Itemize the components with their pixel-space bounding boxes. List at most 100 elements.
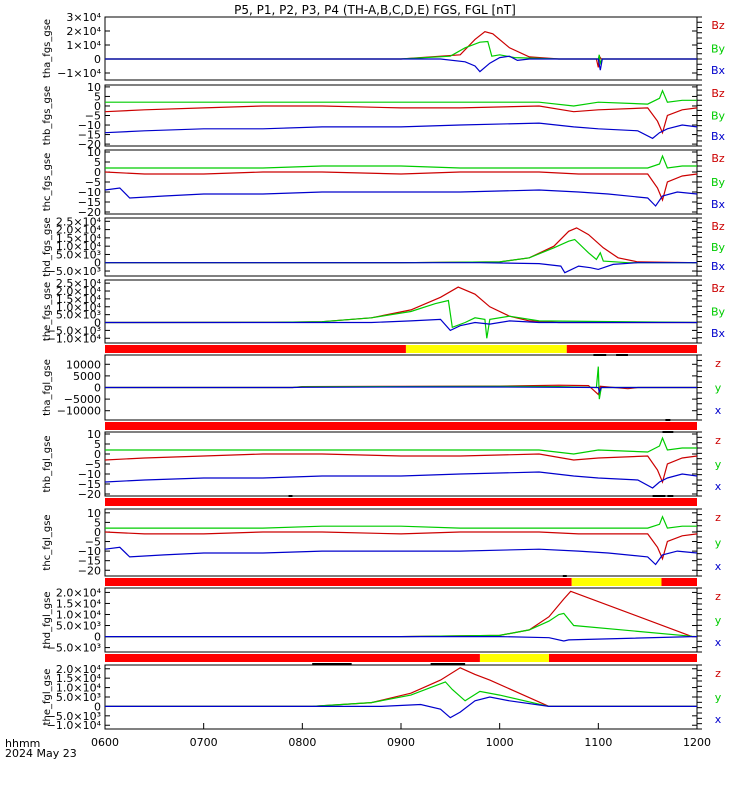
legend-z: z	[715, 590, 721, 603]
state-bar-mark	[665, 419, 671, 421]
legend-By: By	[711, 43, 726, 56]
series-line-x	[105, 55, 697, 73]
xtick-label: 1100	[584, 736, 612, 749]
series-line-z	[104, 286, 697, 324]
legend-x: x	[715, 480, 722, 493]
date-label: 2024 May 23	[5, 747, 77, 760]
ytick-label: −10	[78, 468, 101, 481]
series-line-x	[104, 122, 698, 140]
ytick-label: 0	[94, 100, 101, 113]
ytick-label: 0	[94, 700, 101, 713]
state-bar-segment	[105, 498, 697, 506]
ytick-label: 5000	[73, 370, 101, 383]
ytick-label: 2×10⁴	[66, 25, 101, 38]
ytick-label: −5.0×10³	[47, 265, 101, 278]
series-line-z	[104, 105, 698, 135]
series-line-z	[104, 531, 698, 561]
legend-z: z	[715, 667, 721, 680]
legend-x: x	[715, 636, 722, 649]
panel-frame	[104, 508, 698, 577]
series-line-z	[105, 227, 698, 264]
panel-frame	[104, 84, 698, 147]
ytick-label: 5.0×10³	[56, 309, 101, 322]
legend-x: x	[715, 404, 722, 417]
ytick-label: −15	[78, 129, 101, 142]
ytick-label: 2.5×10⁴	[56, 277, 102, 290]
state-bar-mark	[593, 354, 607, 356]
xtick-label: 0900	[387, 736, 415, 749]
legend-x: x	[715, 560, 722, 573]
time-axis: 0600 0700 0800 0900 1000 1100 1200	[91, 723, 711, 749]
ytick-label: 1.0×10⁴	[56, 240, 102, 253]
ytick-label: −5	[85, 536, 101, 549]
legend-Bz: Bz	[711, 152, 725, 165]
legend-z: z	[715, 357, 721, 370]
series-line-x	[104, 187, 698, 207]
panel-ylabel: thb_fgl_gse	[42, 436, 53, 493]
legend-Bz: Bz	[711, 19, 725, 32]
state-bar-segment	[571, 578, 662, 586]
state-bar-segment	[549, 654, 697, 662]
xtick-label: 1000	[486, 736, 514, 749]
ytick-label: −10	[78, 119, 101, 132]
series-line-y	[105, 366, 697, 400]
legend-Bz: Bz	[711, 220, 725, 233]
xtick-label: 0800	[288, 736, 316, 749]
state-bars-group	[105, 345, 697, 665]
legend-Bx: Bx	[711, 64, 726, 77]
ytick-label: −5	[85, 110, 101, 123]
ytick-label: 1.0×10⁴	[56, 608, 102, 621]
panel-frame	[104, 217, 698, 277]
ytick-label: −5	[85, 176, 101, 189]
legend-y: y	[715, 537, 722, 550]
ytick-label: −15	[78, 555, 101, 568]
ytick-label: 1.0×10⁴	[56, 682, 102, 695]
ytick-label: −5	[85, 458, 101, 471]
ytick-label: −20	[78, 488, 101, 501]
state-bar-mark	[616, 354, 628, 356]
series-line-x	[105, 318, 697, 332]
series-line-y	[105, 436, 697, 455]
legend-y: y	[715, 458, 722, 471]
state-bar-segment	[105, 578, 572, 586]
ytick-label: −1.0×10⁴	[47, 332, 102, 345]
xtick-label: 0700	[190, 736, 218, 749]
ytick-label: −15	[78, 196, 101, 209]
ytick-label: −10000	[57, 405, 101, 418]
ytick-label: 0	[94, 526, 101, 539]
ytick-label: −5.0×10³	[47, 642, 101, 655]
xtick-label: 0600	[91, 736, 119, 749]
ytick-label: −20	[78, 206, 101, 219]
panel-frame	[104, 16, 698, 81]
ytick-label: 0	[94, 317, 101, 330]
ytick-label: 0	[94, 257, 101, 270]
ytick-label: 0	[94, 382, 101, 395]
ytick-label: 10	[87, 146, 101, 159]
xaxis-unit-label: hhmm	[5, 737, 40, 750]
series-line-z	[105, 667, 697, 708]
ytick-label: 5	[94, 90, 101, 103]
series-line-y	[105, 40, 697, 66]
series-line-x	[105, 696, 697, 719]
series-line-z	[105, 31, 697, 68]
series-line-y	[105, 154, 697, 169]
ytick-label: 0	[94, 53, 101, 66]
legend-Bx: Bx	[711, 130, 726, 143]
series-line-y	[105, 681, 697, 708]
ytick-label: 2.0×10⁴	[56, 663, 102, 676]
ytick-label: 0	[94, 166, 101, 179]
series-line-z	[104, 171, 698, 202]
series-line-z	[105, 590, 697, 638]
ytick-label: 1.0×10⁴	[56, 301, 102, 314]
panel-ylabel: tha_fgl_gse	[42, 359, 53, 416]
ytick-label: 5.0×10³	[56, 620, 101, 633]
ytick-label: 5	[94, 516, 101, 529]
legend-Bx: Bx	[711, 327, 726, 340]
state-bar-mark	[430, 663, 466, 665]
ytick-label: 2.5×10⁴	[56, 215, 102, 228]
legend-y: y	[715, 382, 722, 395]
legend-Bx: Bx	[711, 260, 726, 273]
panel-thd_fgs: 2.5×10⁴2.0×10⁴1.5×10⁴1.0×10⁴5.0×10³0−5.0…	[42, 215, 726, 278]
